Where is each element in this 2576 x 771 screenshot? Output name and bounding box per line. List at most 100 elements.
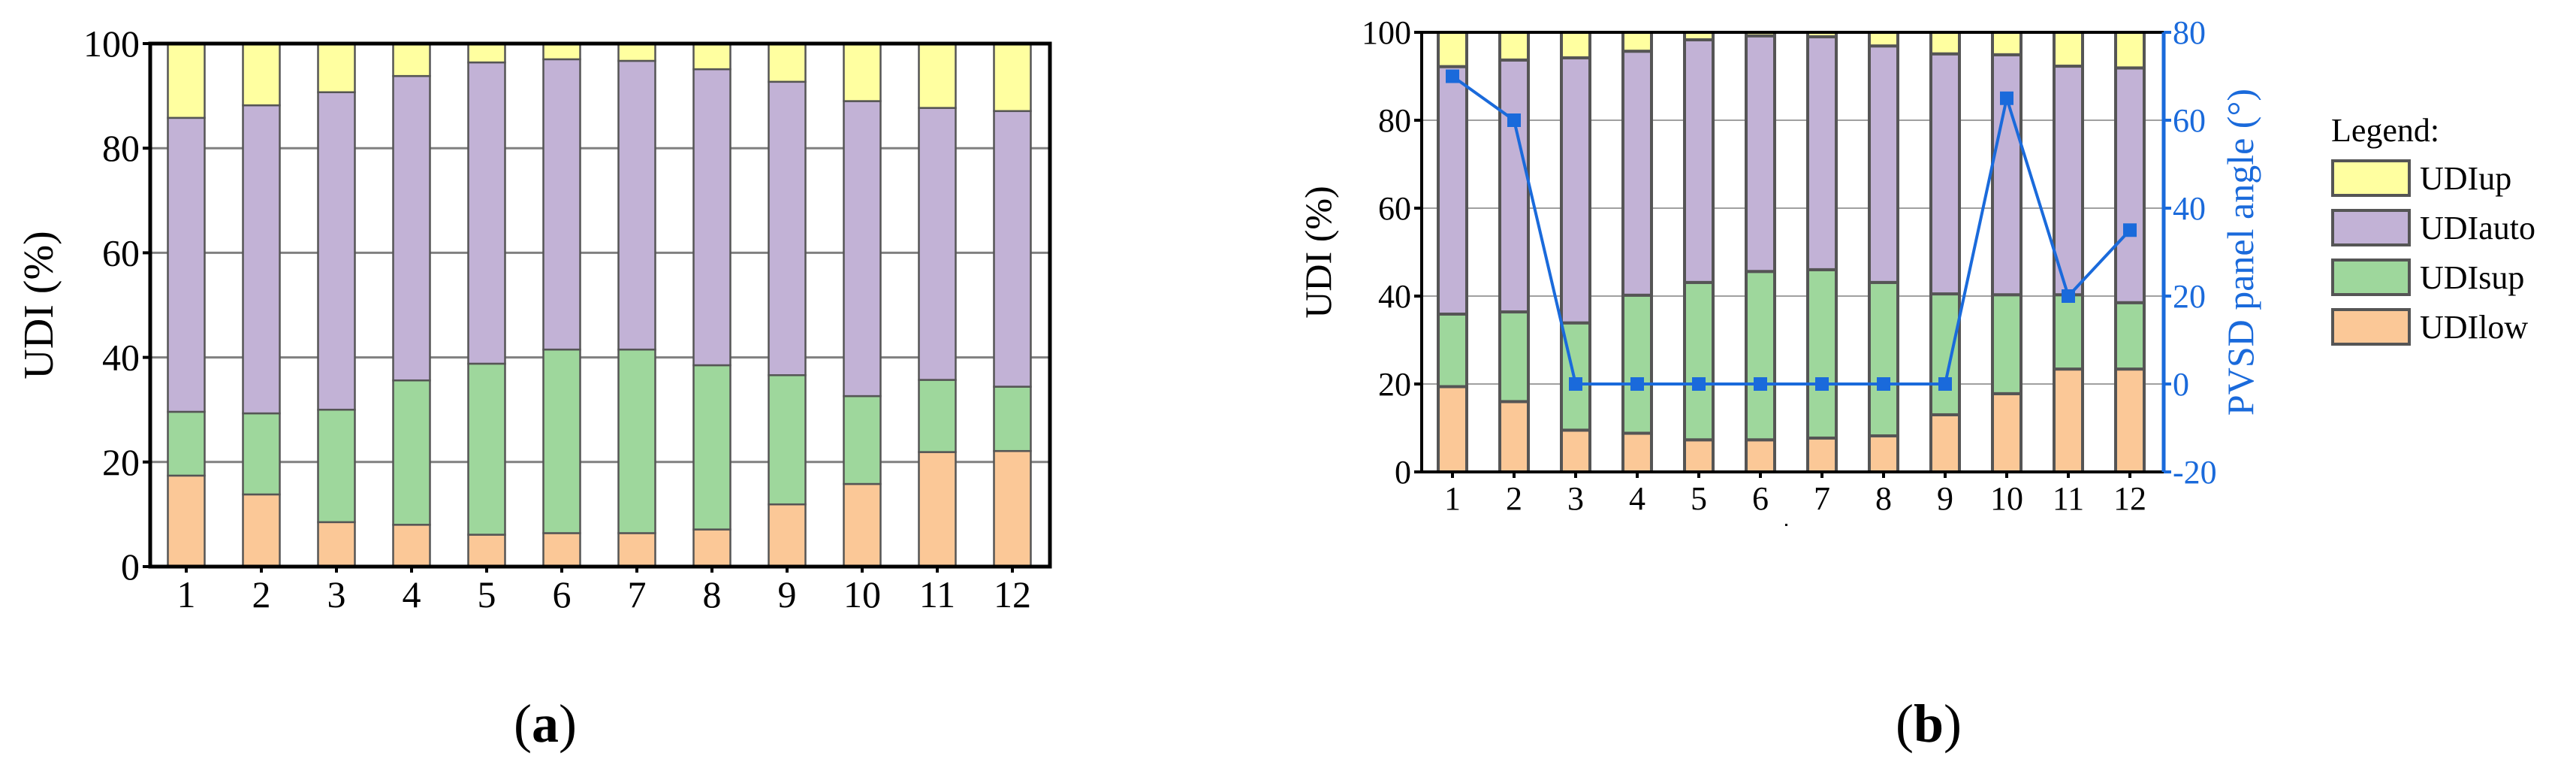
bar-stack (617, 42, 656, 568)
bar-segment-udisup (993, 386, 1032, 452)
legend-label: UDIlow (2420, 308, 2529, 346)
bar-segment-udilow (1560, 428, 1591, 473)
bar-segment-udiup (843, 42, 882, 102)
bar-segment-udisup (1621, 293, 1653, 435)
bar-stack (467, 42, 506, 568)
bar-segment-udiup (392, 42, 431, 77)
bar-segment-udisup (1991, 293, 2022, 395)
bar-segment-udilow (1437, 385, 1468, 474)
right-y-tick-label: 40 (2173, 190, 2206, 227)
bar-segment-udiup (2114, 31, 2146, 70)
x-tick-label: 7 (1814, 480, 1830, 517)
right-y-tick-label: -20 (2173, 454, 2217, 491)
bar-segment-udilow (1683, 438, 1715, 473)
bar-segment-udiauto (1929, 52, 1961, 296)
y-tick-label: 20 (102, 441, 140, 483)
angle-marker (1815, 377, 1829, 391)
bar-segment-udiauto (1991, 53, 2022, 297)
bar-segment-udiup (918, 42, 957, 109)
bar-stack (1621, 31, 1653, 474)
x-tick-label: 9 (778, 573, 797, 615)
y-tick-label: 100 (1362, 14, 1411, 51)
bar-segment-udilow (1991, 392, 2022, 473)
x-tick-label: 11 (919, 573, 955, 615)
bar-stack (1929, 31, 1961, 474)
bar-segment-udiup (242, 42, 281, 107)
angle-marker (1446, 69, 1459, 83)
bar-segment-udiup (1991, 31, 2022, 56)
bar-segment-udisup (843, 395, 882, 485)
x-tick-label: 5 (1691, 480, 1707, 517)
angle-marker (1938, 377, 1952, 391)
plot-frame (148, 41, 1052, 569)
legend-swatch-udisup (2331, 259, 2411, 296)
angle-marker (1569, 377, 1582, 391)
x-tick-label: 12 (2113, 480, 2146, 517)
bar-segment-udiauto (617, 59, 656, 351)
y-axis-title: UDI (%) (1297, 186, 1339, 318)
right-y-axis-title: PVSD panel angle (°) (2219, 89, 2261, 416)
x-tick-label: 4 (1629, 480, 1645, 517)
bar-stack (1745, 31, 1776, 473)
angle-marker (1630, 377, 1644, 391)
x-tick-label: 9 (1937, 480, 1953, 517)
bar-segment-udiauto (1498, 58, 1530, 314)
bar-segment-udisup (2114, 301, 2146, 371)
angle-marker (2000, 91, 2013, 105)
y-tick-label: 60 (1378, 190, 1411, 227)
x-tick-label: 2 (1506, 480, 1522, 517)
x-tick-label: 8 (703, 573, 722, 615)
bar-segment-udiauto (1437, 65, 1468, 316)
bar-segment-udiauto (317, 91, 356, 411)
legend-item-udilow: UDIlow (2331, 302, 2535, 352)
legend-swatch-udiauto (2331, 209, 2411, 246)
x-tick-label: 2 (252, 573, 271, 615)
angle-line (1451, 74, 2131, 386)
x-tick-label: 3 (1567, 480, 1584, 517)
right-y-tick-label: 60 (2173, 102, 2206, 139)
y-tick-label: 60 (102, 231, 140, 274)
angle-marker (1754, 377, 1767, 391)
right-y-tick-label: 0 (2173, 366, 2189, 403)
y-tick-label: 80 (1378, 102, 1411, 139)
bar-segment-udiup (1929, 31, 1961, 56)
angle-marker (2062, 289, 2075, 303)
legend-title: Legend: (2331, 112, 2440, 149)
bar-segment-udiauto (392, 74, 431, 382)
bar-segment-udiup (2053, 31, 2084, 68)
legend-item-udiauto: UDIauto (2331, 203, 2535, 252)
bar-segment-udisup (1437, 312, 1468, 389)
y-tick-label: 40 (102, 337, 140, 379)
bar-stack (1868, 31, 1899, 474)
bar-stack (692, 42, 731, 568)
y-tick-label: 0 (121, 546, 140, 588)
bar-stack (768, 42, 807, 568)
x-tick-label: 6 (553, 573, 572, 615)
x-tick-label: 6 (1752, 480, 1769, 517)
bar-segment-udilow (2053, 367, 2084, 473)
legend-label: UDIsup (2420, 259, 2525, 296)
bar-segment-udilow (1929, 413, 1961, 474)
y-tick-label: 20 (1378, 366, 1411, 403)
bar-segment-udilow (1498, 400, 1530, 474)
x-tick-label: 3 (327, 573, 346, 615)
bar-segment-udilow (768, 503, 807, 568)
bar-segment-udisup (542, 348, 581, 534)
bar-segment-udiauto (1868, 44, 1899, 284)
bar-segment-udiauto (1560, 56, 1591, 325)
bar-segment-udiauto (1745, 34, 1776, 274)
bar-segment-udiauto (993, 110, 1032, 388)
bar-stack (2114, 31, 2146, 473)
bar-segment-udilow (993, 449, 1032, 568)
panel-label-b: (b) (1896, 694, 1962, 754)
bar-stack (1437, 31, 1468, 474)
bar-segment-udiup (993, 42, 1032, 113)
bar-stack (2053, 31, 2084, 473)
bar-stack (392, 42, 431, 568)
legend-item-udiup: UDIup (2331, 153, 2535, 203)
bar-stack (1683, 31, 1715, 473)
bar-segment-udiauto (2114, 66, 2146, 304)
x-tick-label: 10 (843, 573, 881, 615)
